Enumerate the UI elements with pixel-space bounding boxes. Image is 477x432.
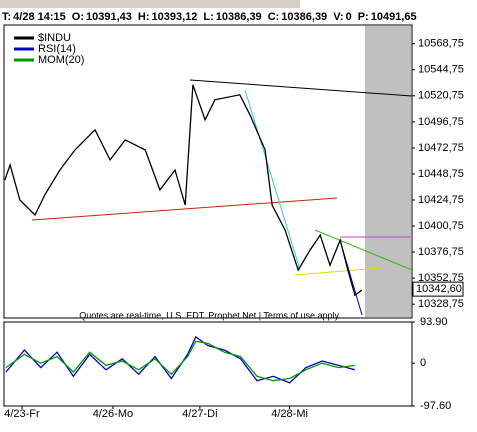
y-tick-label: 10448,75 <box>418 168 464 180</box>
info-label: L: <box>203 11 213 23</box>
series-line <box>4 84 363 297</box>
series-line <box>5 335 356 384</box>
y-tick-label: 10568,75 <box>418 38 464 50</box>
x-tick-label: 4/23-Fr <box>4 408 40 420</box>
trendline <box>244 89 301 271</box>
x-tick-label: 4/28-Mi <box>271 408 308 420</box>
info-label: C: <box>268 11 280 23</box>
info-value: 10391,43 <box>86 11 132 23</box>
series-line <box>5 340 355 382</box>
y-tick-label: 10496,75 <box>418 116 464 128</box>
future-area <box>365 26 411 317</box>
legend-label: MOM(20) <box>38 54 84 66</box>
y-tick-label: 10352,75 <box>418 272 464 284</box>
last-price-box <box>412 281 464 297</box>
info-value: 10386,39 <box>216 11 262 23</box>
legend-label: RSI(14) <box>38 43 76 55</box>
last-price-label: 10342,60 <box>416 283 462 295</box>
legend-label: $INDU <box>38 32 71 44</box>
y-tick-label: 10544,75 <box>418 64 464 76</box>
y-tick-label: 10376,75 <box>418 246 464 258</box>
y2-tick-label: -97.60 <box>420 400 451 412</box>
trendline <box>189 79 413 97</box>
info-value: 10491,65 <box>371 11 417 23</box>
info-label: P: <box>358 11 369 23</box>
info-label: O: <box>72 11 84 23</box>
info-value: 10386,39 <box>281 11 327 23</box>
trendline <box>31 197 338 221</box>
indicator-panel <box>3 321 413 407</box>
info-label: V: <box>333 11 343 23</box>
info-value: 0 <box>346 11 352 23</box>
price-panel <box>3 24 413 319</box>
y-tick-label: 10472,75 <box>418 142 464 154</box>
x-tick-label: 4/27-Di <box>182 408 217 420</box>
info-label: T: <box>2 11 11 23</box>
info-value: 10393,12 <box>152 11 198 23</box>
info-label: H: <box>138 11 150 23</box>
y-tick-label: 10400,75 <box>418 220 464 232</box>
toolbar[interactable] <box>0 0 300 8</box>
y-tick-label: 10424,75 <box>418 194 464 206</box>
x-tick-label: 4/26-Mo <box>93 408 133 420</box>
y-tick-label: 10520,75 <box>418 90 464 102</box>
info-value: 4/28 14:15 <box>13 11 66 23</box>
trendline <box>314 229 413 271</box>
trendline <box>294 267 381 276</box>
y-tick-label: 10328,75 <box>418 298 464 310</box>
y2-tick-label: 93.90 <box>420 316 448 328</box>
y2-tick-label: 0 <box>420 357 426 369</box>
footer: Quotes are real-time, U.S. EDT. Prophet.… <box>79 310 341 320</box>
